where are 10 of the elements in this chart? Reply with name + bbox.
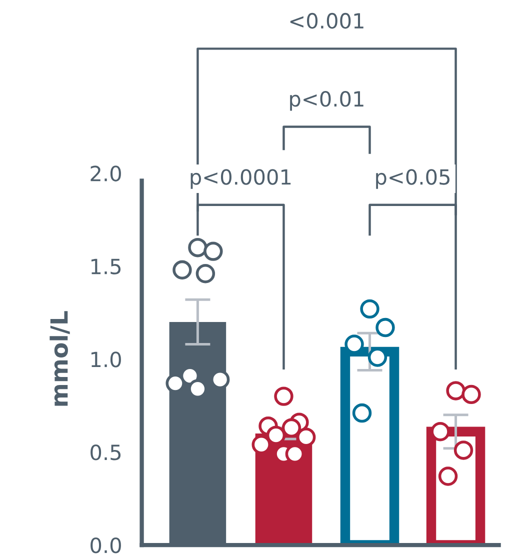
text: p<0.01	[290, 91, 364, 111]
y-axis-title: mmol/L	[50, 311, 70, 406]
y-tick-label: 1.0	[91, 352, 121, 368]
text: <0.001	[290, 12, 364, 29]
annotation: p<0.05	[376, 169, 450, 189]
annotation: p<0.0001	[190, 169, 291, 189]
y-tick-label: 0.0	[90, 537, 121, 554]
y-tick-label: 1.5	[91, 258, 121, 274]
y-tick-label: 0.5	[90, 444, 121, 460]
y-tick-label: 2.0	[90, 166, 121, 182]
